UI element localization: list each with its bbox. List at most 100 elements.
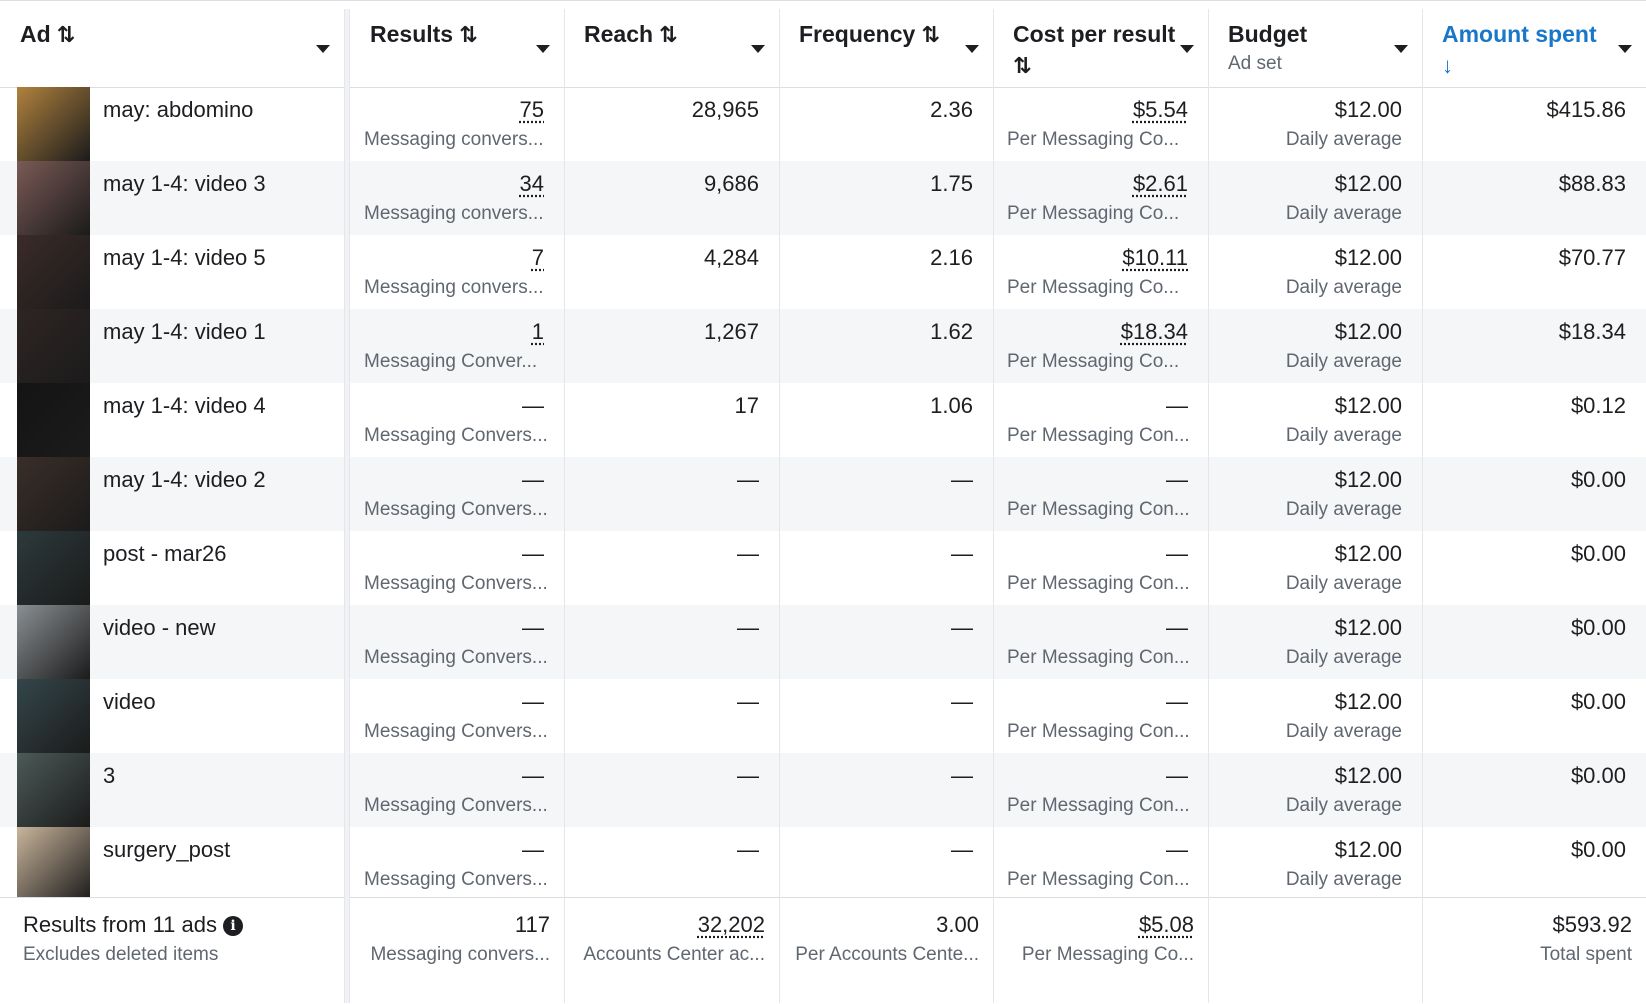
ad-name[interactable]: may 1-4: video 4 [103,393,266,419]
cost-per-result-value[interactable]: $18.34 [1121,319,1188,345]
ad-thumbnail[interactable] [17,161,90,235]
chevron-down-icon[interactable] [965,45,979,53]
chevron-down-icon[interactable] [751,45,765,53]
chevron-down-icon[interactable] [1180,45,1194,53]
cost-sub: Per Messaging Con... [1007,499,1197,521]
ad-thumbnail[interactable] [17,383,90,457]
column-header-frequency[interactable]: Frequency ⇅ [779,9,993,87]
cost-per-result-value[interactable]: $2.61 [1133,171,1188,197]
table-row[interactable]: surgery_post — Messaging Convers... — — — Per … [0,827,1646,901]
table-row[interactable]: 3 — Messaging Convers... — — — Per Messaging C… [0,753,1646,827]
column-divider [993,9,994,1003]
sort-icon[interactable]: ⇅ [459,22,477,47]
chevron-down-icon[interactable] [1618,45,1632,53]
cost-sub: Per Messaging Con... [1007,721,1197,743]
ad-thumbnail[interactable] [17,753,90,827]
ad-name[interactable]: may 1-4: video 3 [103,171,266,197]
ad-name[interactable]: video - new [103,615,216,641]
ad-thumbnail[interactable] [17,87,90,161]
ad-name[interactable]: may 1-4: video 5 [103,245,266,271]
column-header-reach[interactable]: Reach ⇅ [564,9,779,87]
column-label: Cost per result [1013,21,1175,48]
budget-sub: Daily average [1286,425,1402,447]
sort-icon[interactable]: ⇅ [659,22,677,47]
ad-name[interactable]: may 1-4: video 2 [103,467,266,493]
frequency-value: — [951,763,973,789]
chevron-down-icon[interactable] [536,45,550,53]
summary-cost-sub: Per Messaging Co... [1022,944,1194,966]
frequency-value: — [951,615,973,641]
budget-sub: Daily average [1286,277,1402,299]
ad-name[interactable]: post - mar26 [103,541,227,567]
frozen-column-divider[interactable] [344,9,350,1003]
summary-spent: $593.92 [1552,912,1632,938]
ad-thumbnail[interactable] [17,531,90,605]
sort-desc-icon[interactable]: ↓ [1442,53,1453,79]
table-row[interactable]: may 1-4: video 1 1 Messaging Conver... 1,26… [0,309,1646,383]
table-row[interactable]: may 1-4: video 5 7 Messaging convers... 4,2… [0,235,1646,309]
frequency-value: — [951,837,973,863]
ad-thumbnail[interactable] [17,309,90,383]
ad-name[interactable]: video [103,689,156,715]
summary-reach[interactable]: 32,202 [698,912,765,938]
summary-subtitle: Excludes deleted items [23,944,218,966]
results-value: — [522,541,544,567]
cost-per-result-value: — [1166,541,1188,567]
frequency-value: 2.16 [930,245,973,271]
table-row[interactable]: may 1-4: video 2 — Messaging Convers... — — —… [0,457,1646,531]
results-value[interactable]: 34 [520,171,544,197]
ad-name[interactable]: 3 [103,763,115,789]
ad-name[interactable]: may 1-4: video 1 [103,319,266,345]
ad-name[interactable]: may: abdomino [103,97,253,123]
column-header-budget[interactable]: Budget Ad set [1208,9,1422,87]
results-sub: Messaging convers... [364,129,554,151]
sort-icon[interactable]: ⇅ [57,22,75,47]
amount-spent-value: $70.77 [1559,245,1626,271]
budget-value: $12.00 [1335,763,1402,789]
budget-value: $12.00 [1335,171,1402,197]
table-row[interactable]: may: abdomino 75 Messaging convers... 28,96… [0,87,1646,161]
ad-thumbnail[interactable] [17,605,90,679]
chevron-down-icon[interactable] [1394,45,1408,53]
results-sub: Messaging Convers... [364,499,554,521]
table-header: Ad ⇅ Results ⇅ Reach ⇅ Frequency ⇅ Cost per … [0,9,1646,88]
reach-value: 28,965 [692,97,759,123]
cost-sub: Per Messaging Co... [1007,351,1197,373]
cost-sub: Per Messaging Con... [1007,795,1197,817]
info-icon[interactable]: i [223,916,243,936]
results-value: — [522,763,544,789]
reach-value: 4,284 [704,245,759,271]
column-label: Frequency [799,21,915,47]
cost-per-result-value[interactable]: $10.11 [1122,245,1188,271]
results-value: — [522,615,544,641]
table-row[interactable]: video — Messaging Convers... — — — Per Messagi… [0,679,1646,753]
results-value[interactable]: 1 [532,319,544,345]
table-row[interactable]: video - new — Messaging Convers... — — — Per M… [0,605,1646,679]
cost-per-result-value[interactable]: $5.54 [1133,97,1188,123]
cost-per-result-value: — [1166,393,1188,419]
ad-name[interactable]: surgery_post [103,837,230,863]
ad-thumbnail[interactable] [17,827,90,901]
column-header-ad[interactable]: Ad ⇅ [0,9,344,87]
ad-thumbnail[interactable] [17,679,90,753]
summary-results: 117 [515,912,550,938]
column-header-results[interactable]: Results ⇅ [350,9,564,87]
frequency-value: 1.06 [930,393,973,419]
summary-cost[interactable]: $5.08 [1139,912,1194,938]
ad-thumbnail[interactable] [17,457,90,531]
amount-spent-value: $0.00 [1571,615,1626,641]
reach-value: — [737,837,759,863]
ad-thumbnail[interactable] [17,235,90,309]
results-value: — [522,689,544,715]
sort-icon[interactable]: ⇅ [921,22,939,47]
chevron-down-icon[interactable] [316,45,330,53]
table-row[interactable]: may 1-4: video 4 — Messaging Convers... 17 1… [0,383,1646,457]
column-header-amount-spent[interactable]: Amount spent ↓ [1422,9,1646,87]
sort-icon[interactable]: ⇅ [1013,53,1031,79]
summary-reach-sub: Accounts Center ac... [583,944,765,966]
column-header-cost-per-result[interactable]: Cost per result ⇅ [993,9,1208,87]
results-value[interactable]: 7 [532,245,544,271]
results-value[interactable]: 75 [520,97,544,123]
table-row[interactable]: post - mar26 — Messaging Convers... — — — Per … [0,531,1646,605]
table-row[interactable]: may 1-4: video 3 34 Messaging convers... 9,… [0,161,1646,235]
